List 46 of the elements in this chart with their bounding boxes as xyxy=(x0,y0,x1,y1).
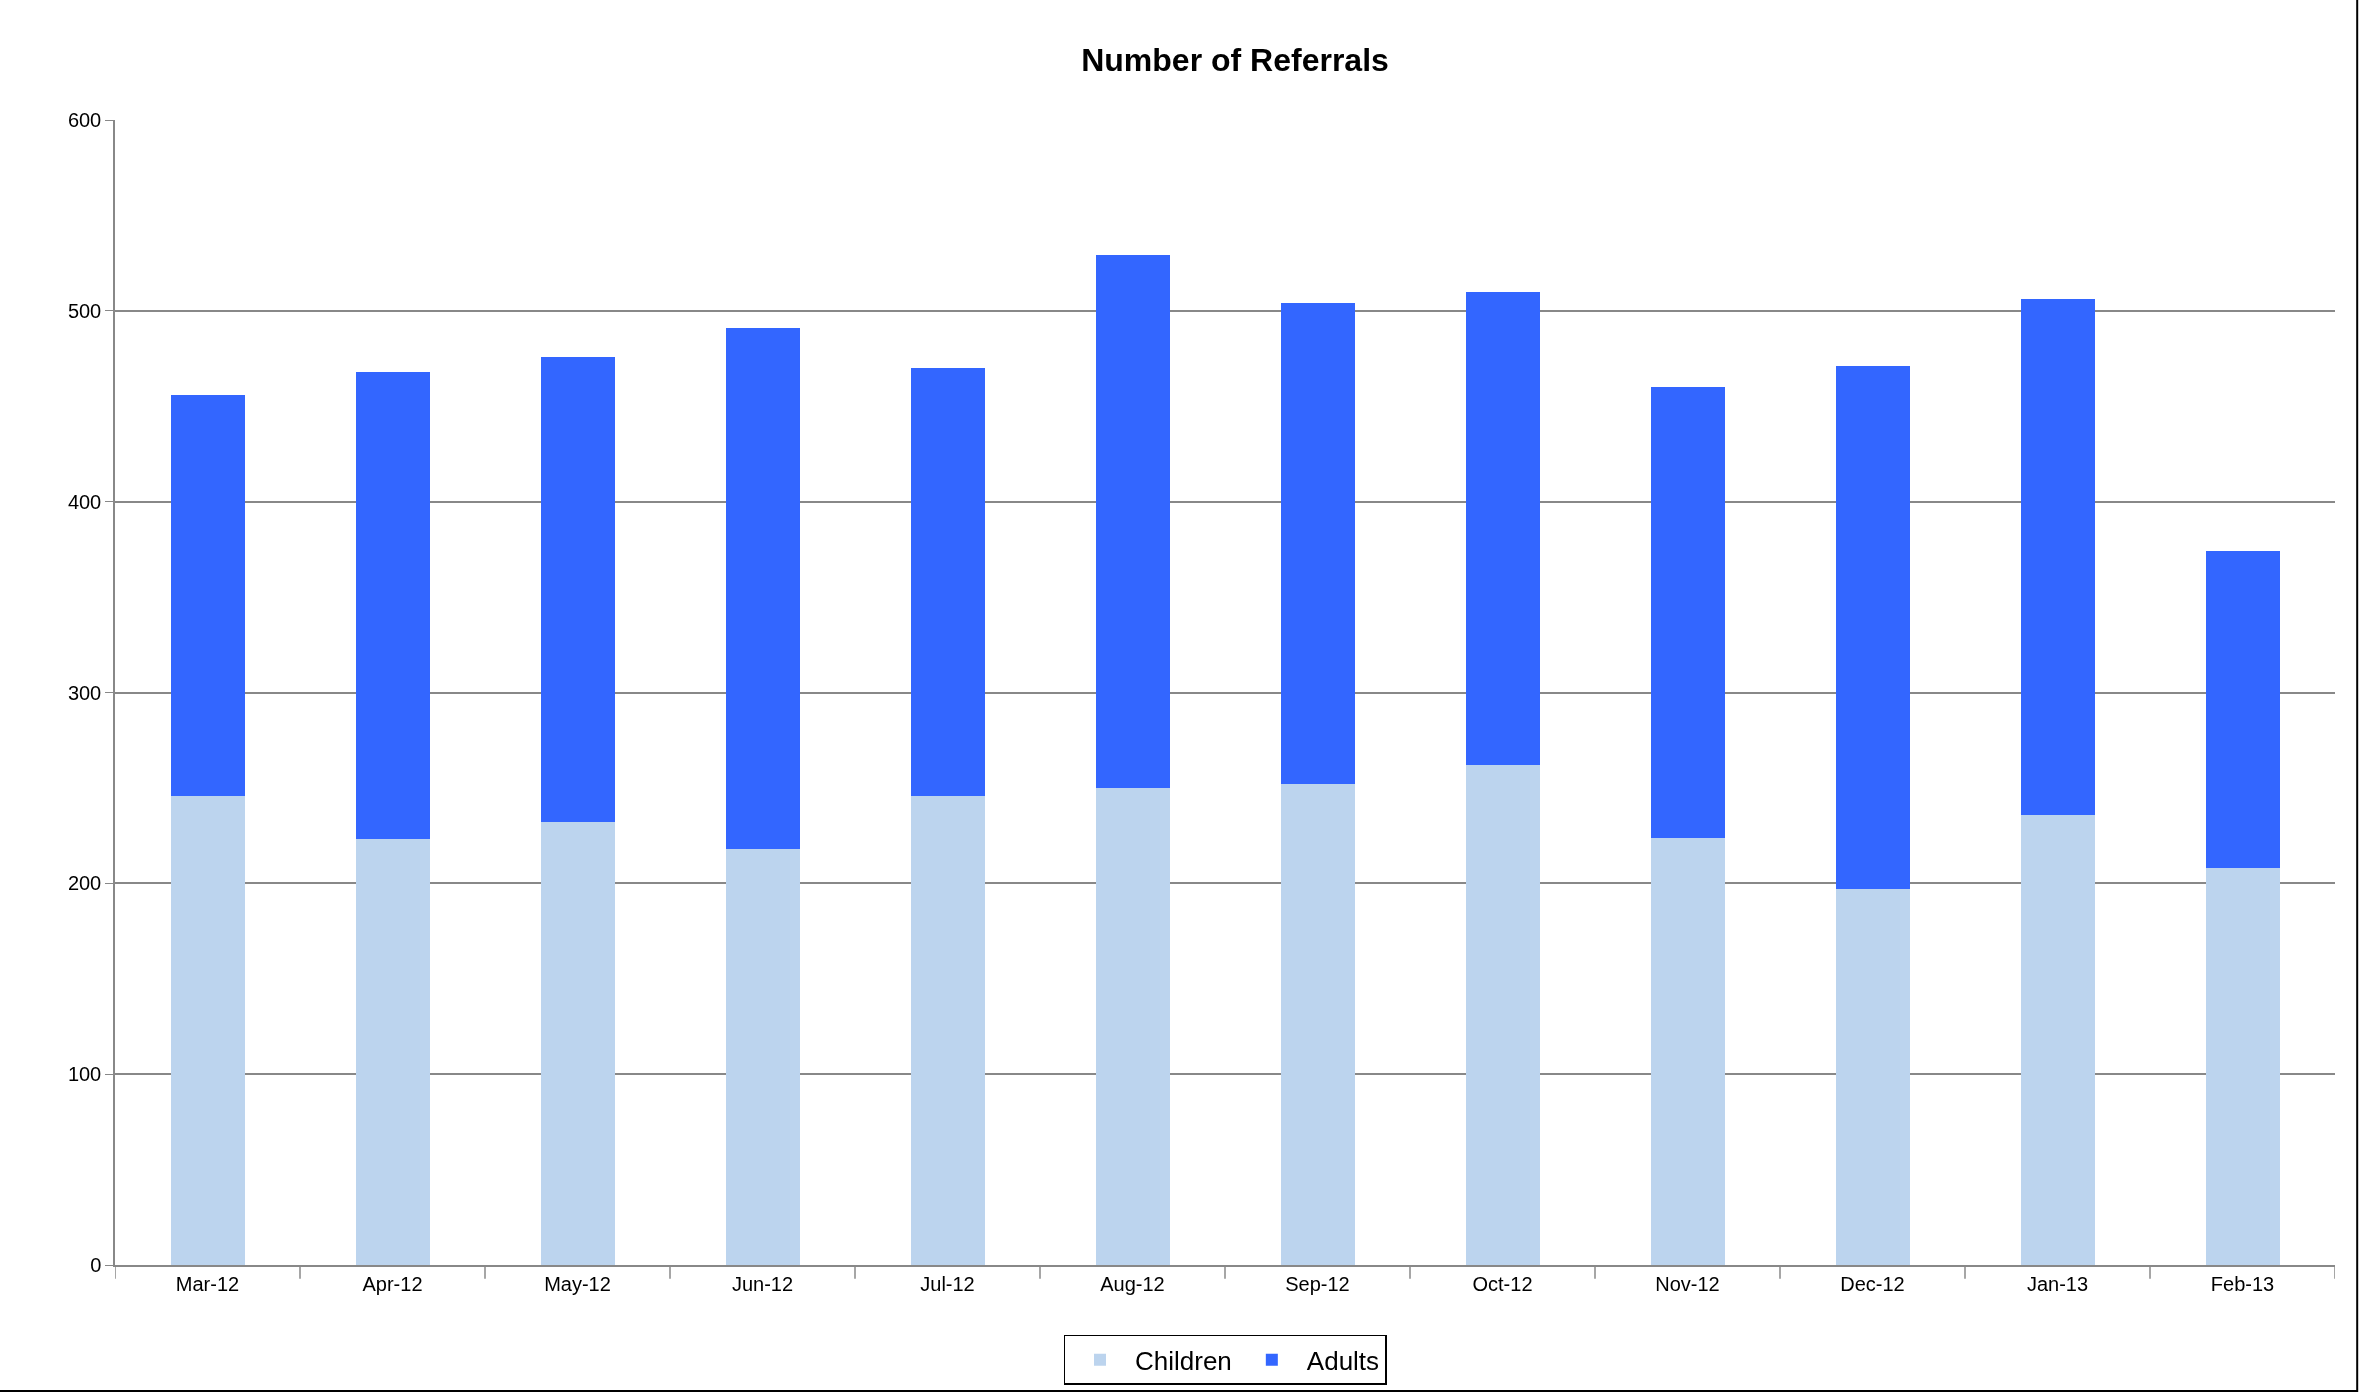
bar xyxy=(725,328,800,849)
y-tick-label: 300 xyxy=(67,681,102,704)
bar xyxy=(2020,814,2095,1265)
bar xyxy=(1835,366,1910,890)
y-tick-label: 500 xyxy=(67,299,102,322)
x-tick-label: May-12 xyxy=(544,1272,611,1295)
x-tick-label: Jun-12 xyxy=(731,1272,794,1295)
x-tick-label: Sep-12 xyxy=(1285,1272,1350,1295)
legend-label: Adults xyxy=(1306,1345,1380,1376)
bar xyxy=(540,822,615,1265)
bar xyxy=(725,848,800,1265)
bar xyxy=(1650,837,1725,1265)
bar xyxy=(1465,765,1540,1265)
bar xyxy=(2205,868,2280,1265)
bar xyxy=(1280,303,1355,785)
bar xyxy=(2205,551,2280,869)
bar xyxy=(910,795,985,1265)
bar xyxy=(1835,889,1910,1265)
y-tick-label: 0 xyxy=(90,1254,102,1276)
legend-label: Children xyxy=(1135,1345,1232,1376)
bar xyxy=(2020,299,2095,815)
bar xyxy=(170,795,245,1265)
bar xyxy=(1095,255,1170,788)
x-tick-label: Oct-12 xyxy=(1472,1272,1533,1295)
bar xyxy=(1280,784,1355,1265)
y-tick-label: 100 xyxy=(67,1063,102,1086)
x-tick-label: Dec-12 xyxy=(1840,1272,1905,1295)
x-tick-label: Aug-12 xyxy=(1100,1272,1165,1295)
x-tick-label: Feb-13 xyxy=(2210,1272,2275,1295)
bar xyxy=(170,394,245,796)
bar xyxy=(910,368,985,796)
x-tick-label: Apr-12 xyxy=(362,1272,423,1295)
x-tick-label: Nov-12 xyxy=(1655,1272,1720,1295)
bar xyxy=(540,356,615,823)
bar xyxy=(1095,787,1170,1265)
y-tick-label: 400 xyxy=(67,490,102,513)
x-tick-label: Jan-13 xyxy=(2026,1272,2089,1295)
y-tick-label: 200 xyxy=(67,872,102,895)
bar xyxy=(355,839,430,1265)
x-tick-label: Mar-12 xyxy=(175,1272,240,1295)
bar xyxy=(1465,291,1540,766)
y-tick-label: 600 xyxy=(67,109,102,131)
bar xyxy=(1650,387,1725,838)
x-tick-label: Jul-12 xyxy=(920,1272,975,1295)
bar xyxy=(355,371,430,840)
chart-title: Number of Referrals xyxy=(1081,42,1389,79)
